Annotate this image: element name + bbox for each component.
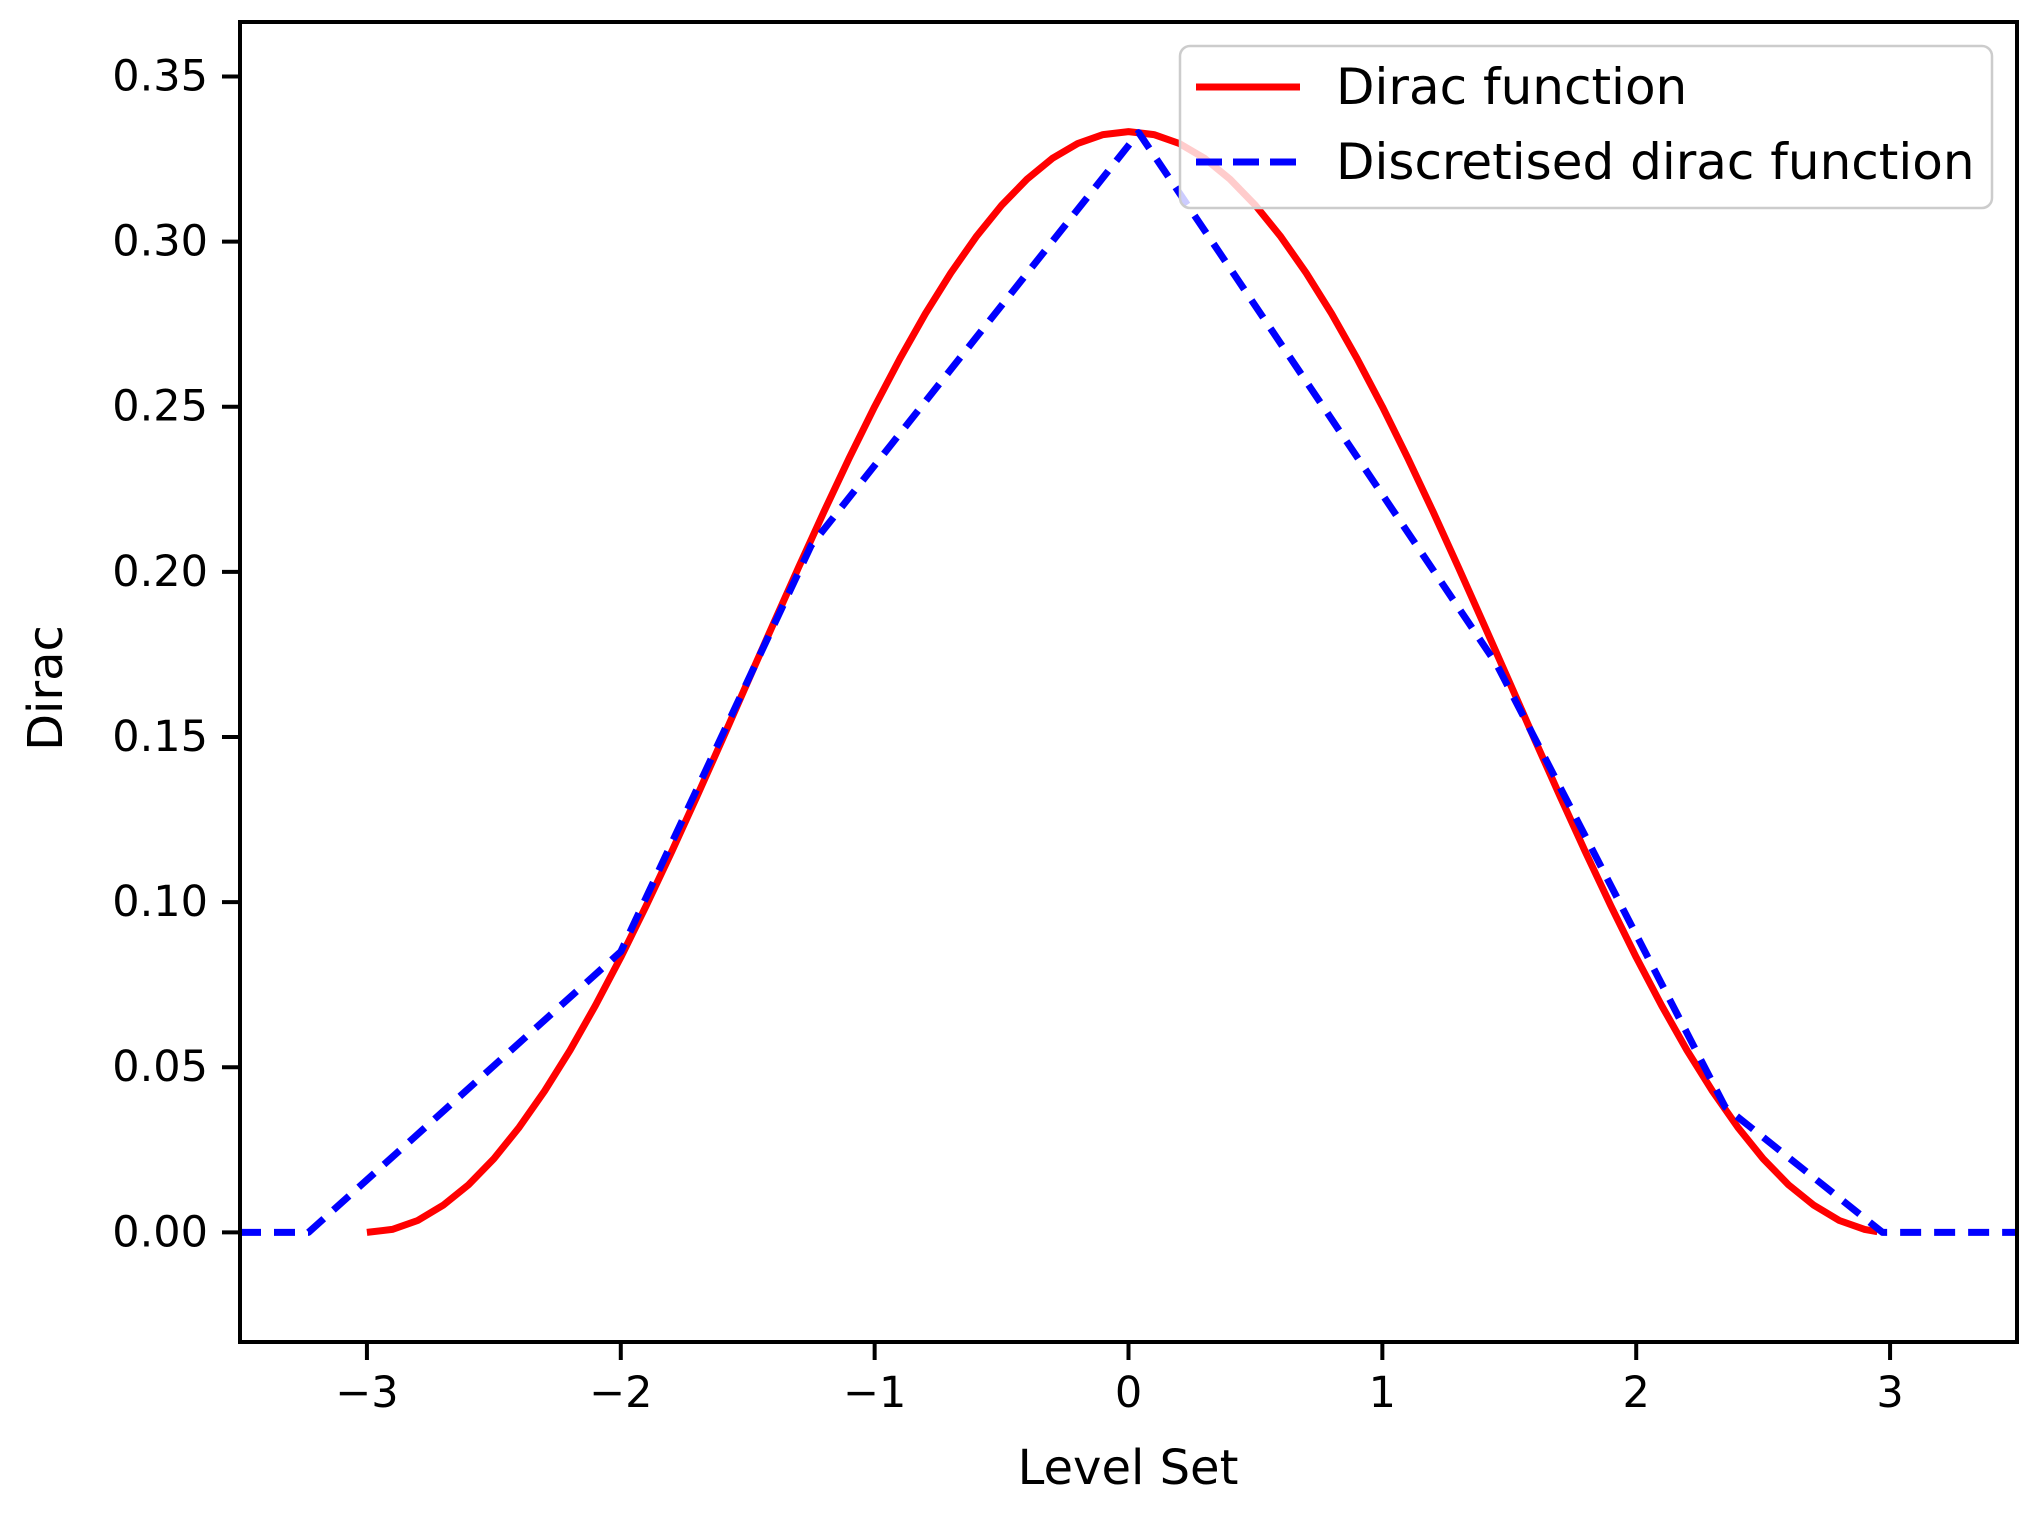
dirac-curve	[366, 128, 1879, 1236]
y-tick-label: 0.15	[112, 712, 208, 762]
ticks-layer: −3 −2 −1 0 1 2 3 0.00 0.05 0.10 0.15 0.20 0.25 0.30 0.…	[112, 51, 1904, 1418]
y-tick-label: 0.25	[112, 382, 208, 432]
y-tick-label: 0.05	[112, 1042, 208, 1092]
series-layer	[240, 128, 2017, 1236]
legend-box	[1178, 44, 1994, 210]
discretised-dirac-curve	[240, 129, 2017, 1236]
y-tick-label: 0.10	[112, 877, 208, 927]
y-tick-label: 0.00	[112, 1207, 208, 1257]
legend-label: Dirac function	[1336, 58, 1687, 116]
x-tick-label: 1	[1369, 1368, 1396, 1418]
x-tick-label: −1	[843, 1368, 906, 1418]
y-tick-label: 0.35	[112, 51, 208, 101]
x-tick-label: 3	[1876, 1368, 1903, 1418]
y-tick-label: 0.20	[112, 547, 208, 597]
x-tick-label: −3	[335, 1368, 398, 1418]
x-axis-label: Level Set	[1018, 1440, 1239, 1496]
legend-items: Dirac function Discretised dirac function	[1196, 58, 1975, 191]
x-tick-label: 2	[1623, 1368, 1650, 1418]
legend-label: Discretised dirac function	[1336, 133, 1975, 191]
legend: Dirac function Discretised dirac function	[1178, 44, 1994, 210]
y-axis-label: Dirac	[18, 625, 74, 751]
x-tick-label: 0	[1115, 1368, 1142, 1418]
y-tick-label: 0.30	[112, 217, 208, 267]
x-tick-label: −2	[589, 1368, 652, 1418]
